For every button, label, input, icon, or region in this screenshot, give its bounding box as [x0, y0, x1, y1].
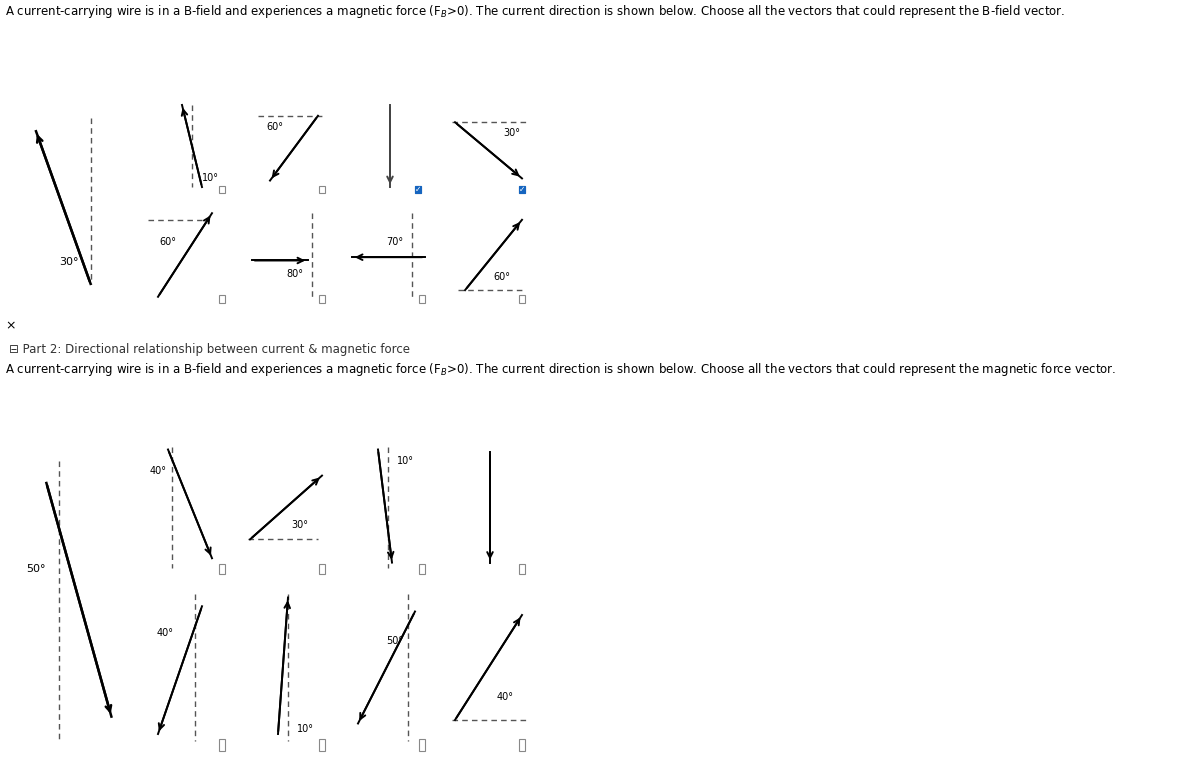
Text: 30°: 30°: [503, 128, 521, 138]
Text: 30°: 30°: [291, 520, 309, 530]
Bar: [519, 564, 524, 574]
Bar: [319, 296, 325, 303]
Bar: [319, 564, 325, 574]
Bar: [419, 564, 425, 574]
Text: ×: ×: [5, 319, 15, 332]
Bar: [219, 186, 225, 194]
Text: ✓: ✓: [518, 184, 525, 194]
Text: 10°: 10°: [201, 174, 218, 184]
Bar: [519, 186, 524, 194]
Bar: [219, 564, 225, 574]
Bar: [519, 296, 524, 303]
Text: 60°: 60°: [494, 272, 510, 282]
Text: 30°: 30°: [59, 257, 78, 267]
Bar: [219, 739, 225, 751]
Bar: [416, 186, 421, 194]
Text: Magnetic force: Magnetic force: [276, 409, 404, 424]
Bar: [319, 739, 325, 751]
Text: 40°: 40°: [150, 466, 166, 476]
Bar: [319, 186, 325, 194]
Text: 60°: 60°: [159, 237, 177, 247]
Bar: [219, 296, 225, 303]
Text: ⊟ Part 2: Directional relationship between current & magnetic force: ⊟ Part 2: Directional relationship betwe…: [9, 343, 410, 356]
Bar: [419, 296, 425, 303]
Text: A current-carrying wire is in a B-field and experiences a magnetic force (F$_B$>: A current-carrying wire is in a B-field …: [5, 360, 1117, 378]
Text: ✓: ✓: [415, 184, 422, 194]
Text: B-field: B-field: [312, 66, 368, 81]
Bar: [519, 186, 524, 194]
Text: Current
direction: Current direction: [41, 402, 108, 431]
Text: 40°: 40°: [496, 692, 514, 702]
Text: A current-carrying wire is in a B-field and experiences a magnetic force (F$_B$>: A current-carrying wire is in a B-field …: [5, 2, 1065, 19]
Bar: [416, 186, 421, 194]
Text: 60°: 60°: [266, 121, 284, 131]
Bar: [519, 739, 524, 751]
Text: 80°: 80°: [286, 269, 304, 279]
Bar: [419, 739, 425, 751]
Text: 40°: 40°: [157, 627, 173, 637]
Text: 10°: 10°: [297, 723, 313, 733]
Text: 50°: 50°: [26, 564, 46, 574]
Text: 10°: 10°: [397, 456, 413, 466]
Text: Current
direction: Current direction: [41, 59, 108, 88]
Text: 50°: 50°: [386, 636, 404, 646]
Text: 70°: 70°: [386, 237, 404, 247]
